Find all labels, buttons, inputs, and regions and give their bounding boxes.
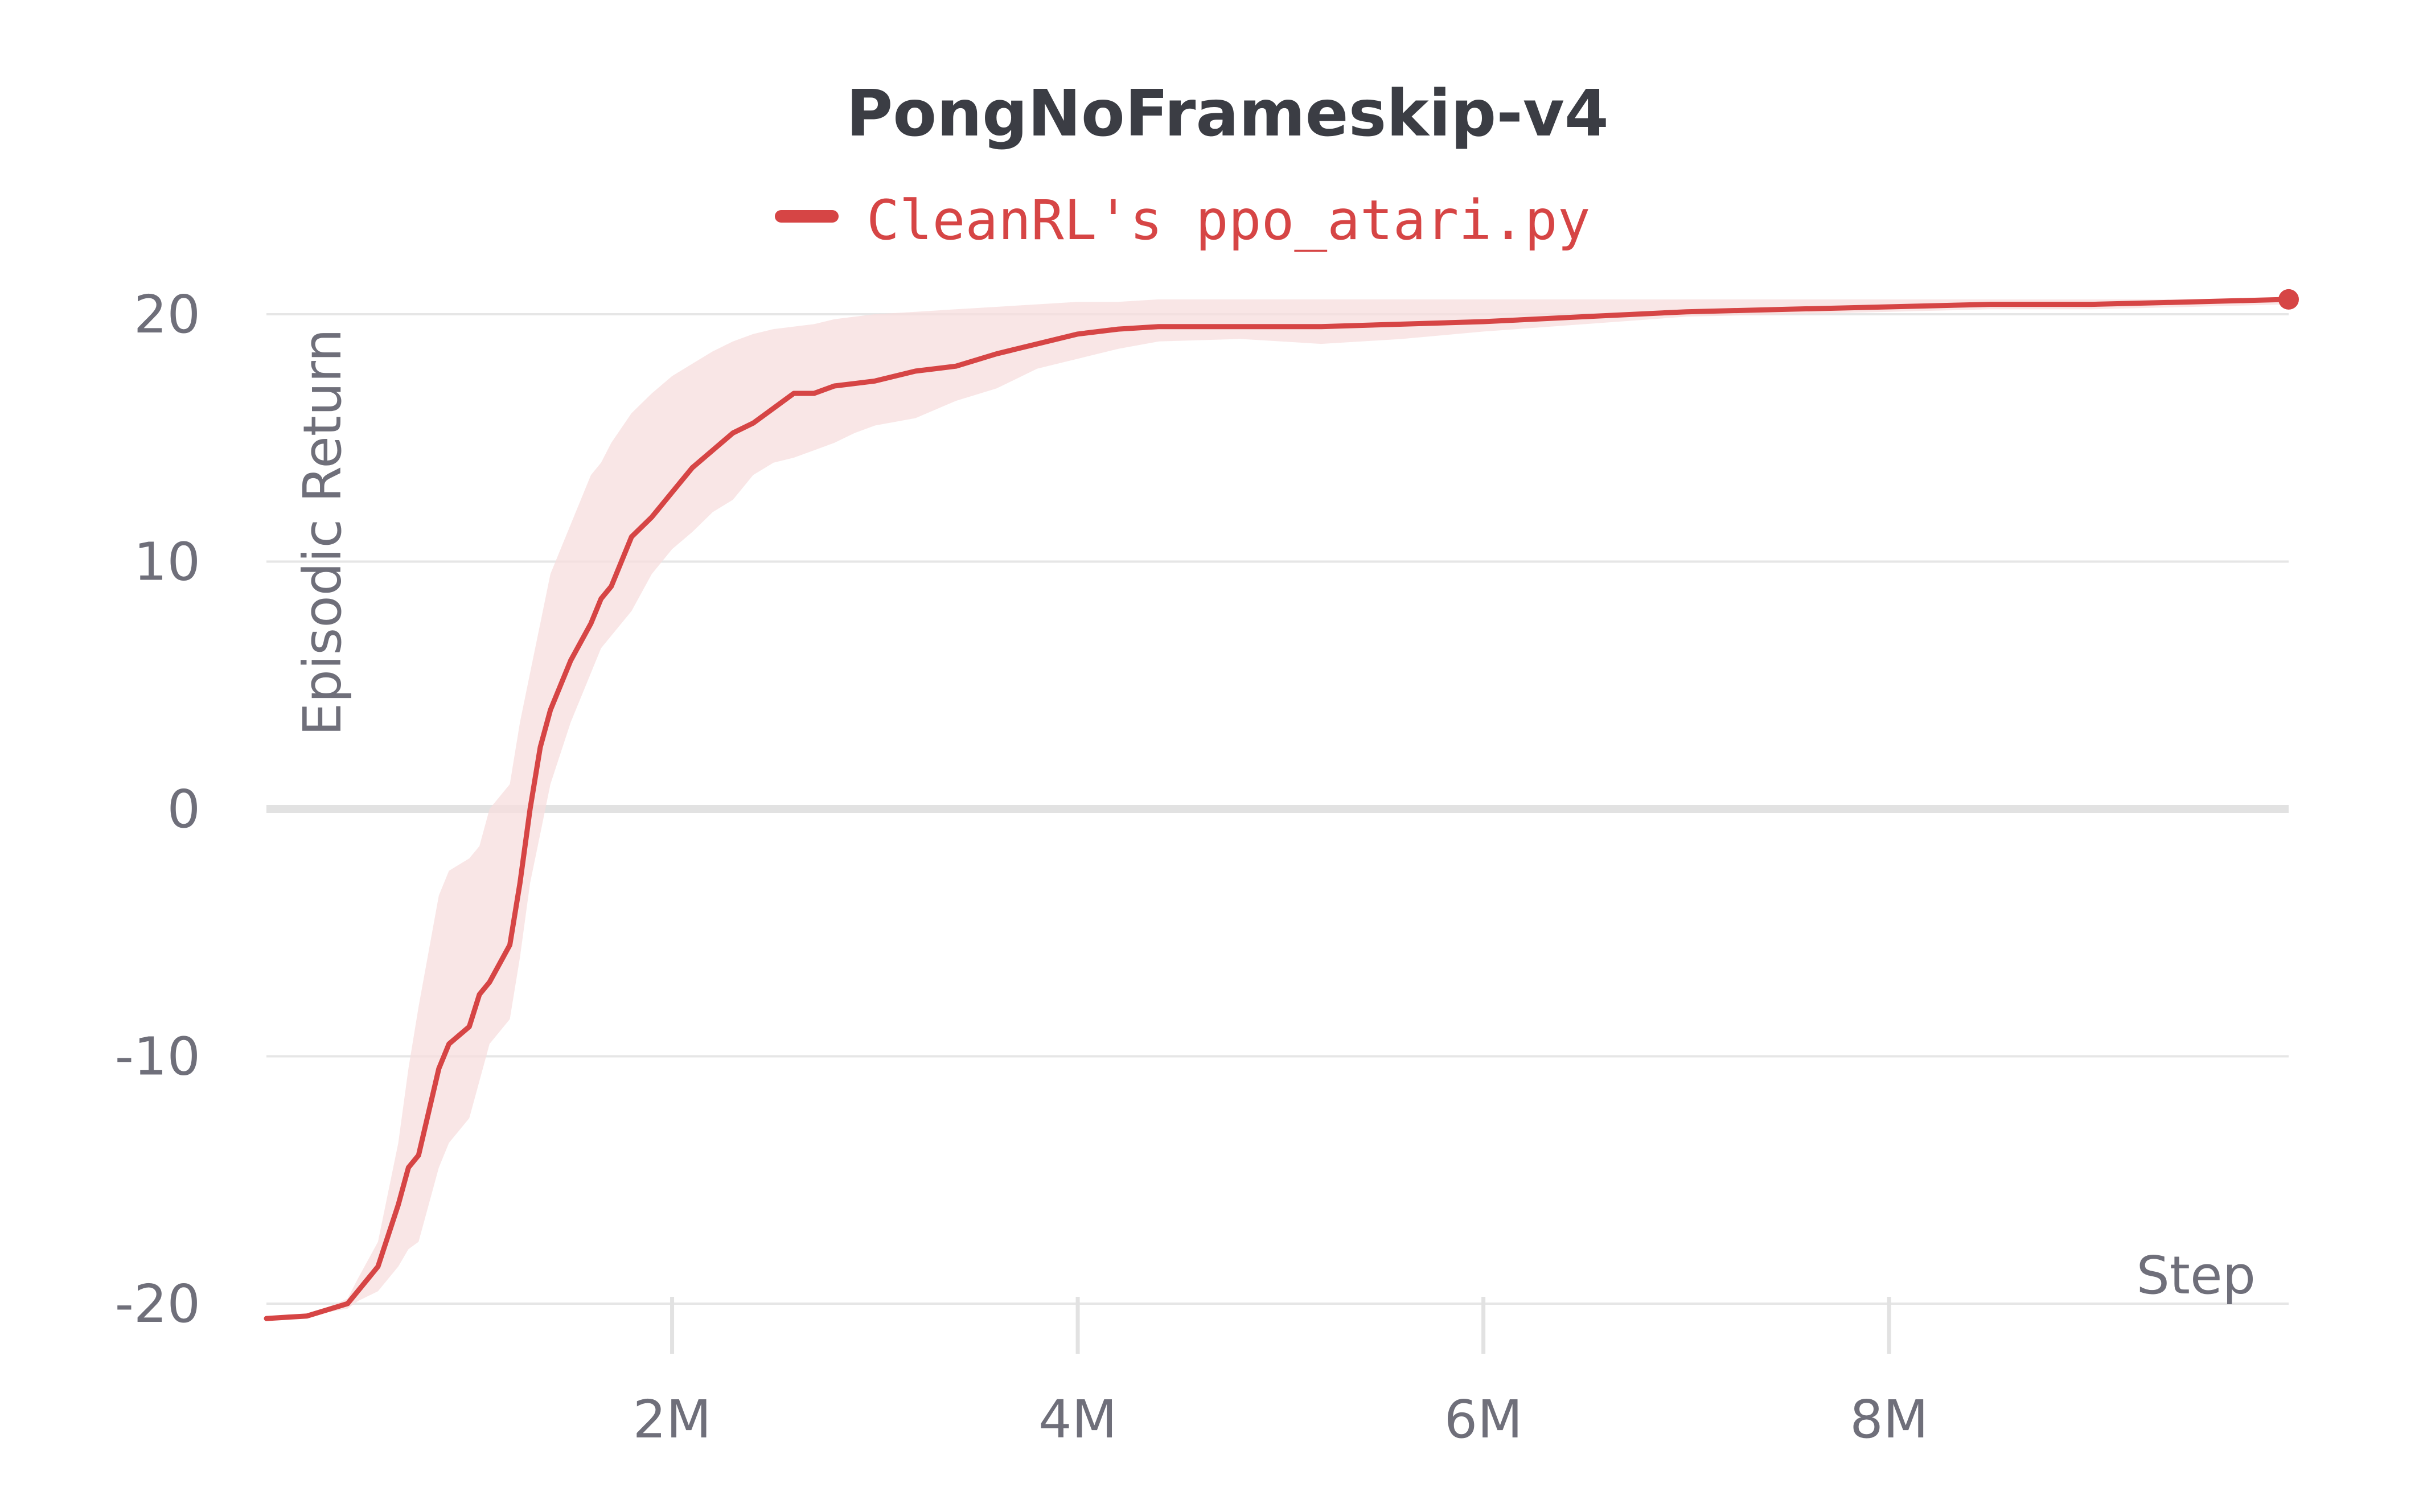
y-tick-label: -20 [115, 1273, 200, 1334]
x-tick-label: 4M [1038, 1389, 1117, 1450]
y-tick-label: 10 [134, 532, 200, 593]
y-axis-label: Episodic Return [292, 328, 353, 736]
y-tick-label: 20 [134, 284, 200, 345]
x-tick-label: 2M [633, 1389, 712, 1450]
x-axis-label: Step [2137, 1245, 2256, 1306]
x-axis-ticks: 2M 4M 6M 8M [633, 1297, 1928, 1450]
series-end-marker [2278, 289, 2299, 310]
grid-lines [266, 313, 2289, 1305]
y-tick-label: 0 [167, 779, 200, 840]
y-tick-label: -10 [115, 1026, 200, 1087]
legend-entry-label: CleanRL's ppo_atari.py [866, 188, 1591, 252]
legend: CleanRL's ppo_atari.py [775, 188, 1591, 252]
x-tick-label: 8M [1850, 1389, 1928, 1450]
series-line-layer [264, 289, 2299, 1321]
x-tick-label: 6M [1444, 1389, 1523, 1450]
y-axis-ticks: 20 10 0 -10 -20 [115, 284, 200, 1334]
chart-title: PongNoFrameskip-v4 [846, 77, 1609, 151]
series-line [264, 297, 2291, 1321]
